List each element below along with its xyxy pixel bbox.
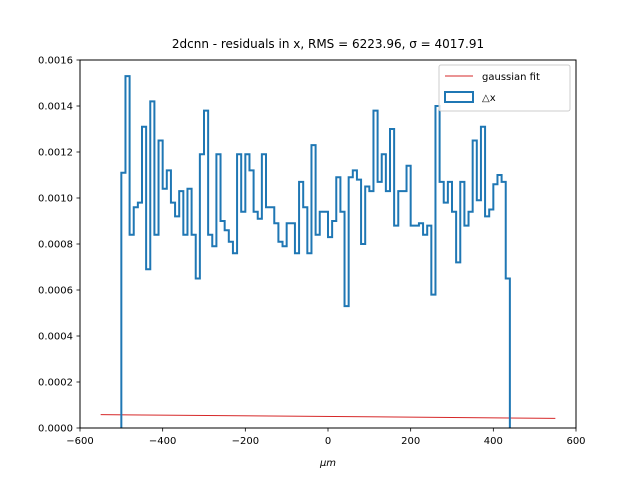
y-tick-label: 0.0010: [38, 194, 73, 205]
y-tick-label: 0.0012: [38, 148, 73, 159]
x-tick-label: −600: [66, 436, 93, 447]
chart-title: 2dcnn - residuals in x, RMS = 6223.96, σ…: [172, 37, 484, 51]
y-tick-label: 0.0004: [38, 332, 73, 343]
x-tick-label: 600: [566, 436, 585, 447]
x-axis-label: μm: [319, 458, 336, 469]
legend-histogram-label: △x: [482, 93, 496, 104]
y-tick-label: 0.0014: [38, 102, 73, 113]
x-tick-label: 200: [401, 436, 420, 447]
x-tick-label: −200: [232, 436, 259, 447]
legend-gaussian-fit-label: gaussian fit: [482, 72, 540, 83]
y-tick-label: 0.0000: [38, 424, 73, 435]
residual-histogram-step: [120, 75, 511, 428]
legend-histogram-swatch: [444, 91, 474, 103]
y-tick-label: 0.0002: [38, 378, 73, 389]
plot-area: −600 −400 −200 0 200 400 600 0.0000 0.0002 0.0004…: [38, 56, 586, 448]
y-tick-label: 0.0006: [38, 286, 73, 297]
y-tick-label: 0.0016: [38, 56, 73, 67]
y-tick-label: 0.0008: [38, 240, 73, 251]
x-tick-label: 0: [325, 436, 331, 447]
gaussian-fit-line: [100, 414, 556, 419]
x-tick-label: −400: [149, 436, 176, 447]
x-tick-label: 400: [484, 436, 503, 447]
